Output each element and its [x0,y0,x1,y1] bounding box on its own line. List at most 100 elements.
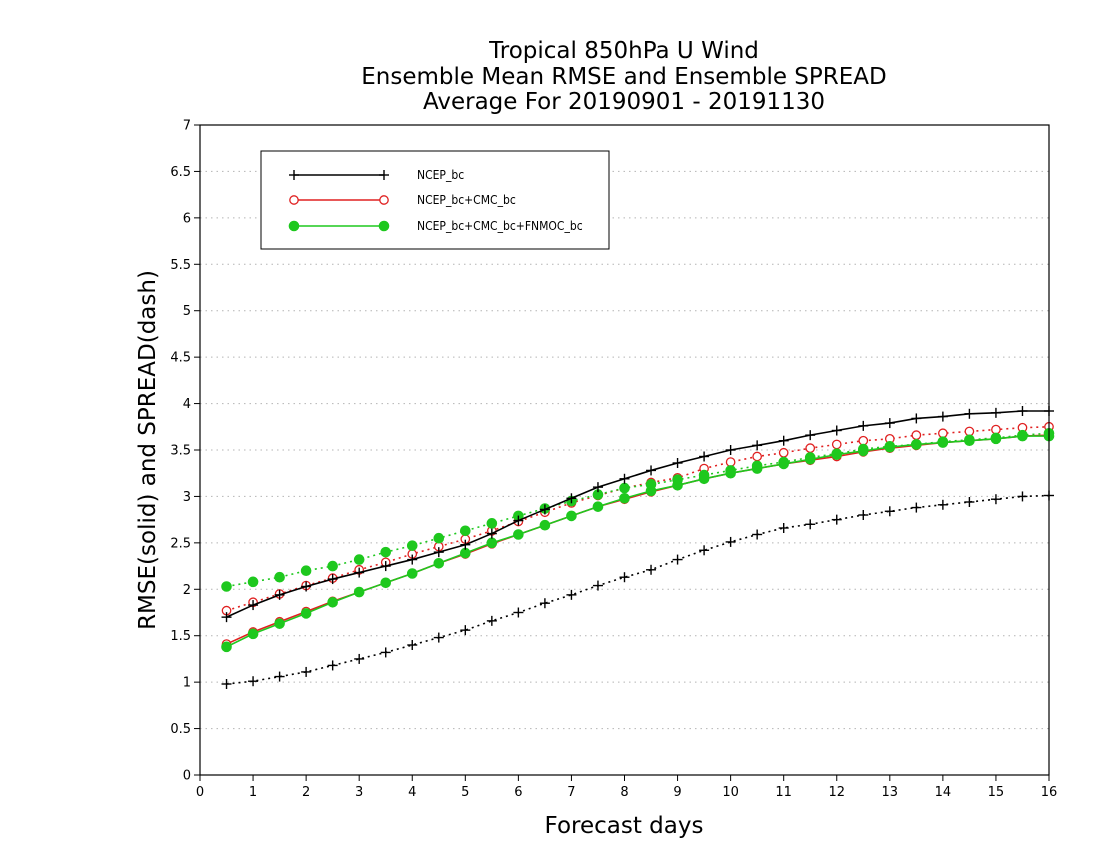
filled-circle-marker [619,482,630,494]
filled-circle-marker [831,449,843,460]
plus-marker [301,581,312,592]
filled-circle-marker [619,492,630,504]
legend-label: NCEP_bc+CMC_bc+FNMOC_bc [417,219,583,233]
open-circle-marker [725,457,736,467]
filled-circle-marker [353,586,365,598]
plus-marker [1017,491,1028,502]
y-tick-label: 3 [183,490,191,505]
filled-circle-marker [964,435,975,447]
filled-circle-marker [327,560,338,572]
series-ncep-bc-cmc-bc-rmse-markers [221,430,1054,649]
filled-circle-marker [327,596,338,608]
plus-marker [884,418,895,429]
filled-circle-marker [433,557,445,569]
plus-marker [619,473,630,484]
open-circle-marker [964,426,975,437]
plus-marker [752,440,763,451]
plus-marker [433,632,444,643]
x-tick-label: 12 [828,785,845,800]
y-tick-label: 2.5 [170,536,191,551]
legend-item: NCEP_bc+CMC_bc+FNMOC_bc [288,219,583,233]
open-circle-marker [379,195,389,205]
plus-marker [289,170,299,180]
y-tick-label: 7 [183,119,191,134]
plus-marker [566,589,577,600]
plus-marker [990,407,1001,418]
x-tick-label: 10 [722,785,739,800]
chart-title-line-1: Tropical 850hPa U Wind [488,38,759,64]
y-tick-label: 1 [183,676,191,691]
plus-marker [513,515,524,526]
plus-marker [248,676,259,687]
chart-title-line-2: Ensemble Mean RMSE and Ensemble SPREAD [361,64,886,90]
series-ncep-bc-rmse-line [226,410,1049,618]
plus-marker [460,539,471,550]
plus-marker [379,170,389,180]
legend-label: NCEP_bc [417,168,464,182]
y-tick-label: 3.5 [170,444,191,459]
open-circle-marker [752,451,763,462]
plus-marker [539,598,550,609]
filled-circle-marker [486,518,498,529]
plus-marker [937,411,948,422]
filled-circle-marker [566,510,577,522]
y-tick-label: 0.5 [170,722,191,737]
plus-marker [778,523,789,533]
chart-title: Tropical 850hPa U Wind Ensemble Mean RMS… [361,38,886,115]
open-circle-marker [991,424,1001,435]
plus-marker [486,615,497,626]
series-ncep-bc-cmc-bc-spread-line [226,425,1050,612]
filled-circle-marker [698,473,710,485]
plus-marker [778,435,789,446]
x-tick-label: 15 [988,785,1005,800]
y-tick-label: 2 [183,583,191,598]
plus-marker [937,499,948,510]
plus-marker [380,561,391,572]
plus-marker [460,625,471,636]
series-ncep-bc-cmc-bc-fnmoc-bc-spread-markers [221,427,1055,592]
y-tick-label: 1.5 [170,629,191,644]
plus-marker [592,580,603,591]
filled-circle-marker [513,529,524,540]
x-tick-label: 3 [355,785,363,800]
x-tick-label: 6 [514,785,522,800]
filled-circle-marker [857,445,869,457]
plus-marker [805,430,816,441]
plus-marker [566,493,577,504]
plus-marker [221,612,232,623]
filled-circle-marker [486,537,498,549]
filled-circle-marker [247,576,259,588]
x-tick-label: 9 [673,785,681,800]
plus-marker [805,519,816,530]
plus-marker [672,458,683,468]
filled-circle-marker [221,641,232,653]
filled-circle-marker [645,485,657,497]
series-ncep-bc-cmc-bc-fnmoc-bc-spread-line [226,432,1050,588]
plus-marker [646,564,657,575]
plus-marker [301,666,312,677]
filled-circle-marker [911,439,922,450]
plus-marker [486,528,497,539]
plus-marker [354,653,365,664]
y-tick-label: 5.5 [170,258,191,273]
plus-marker [699,545,710,556]
x-tick-label: 5 [461,785,469,800]
filled-circle-marker [937,437,949,448]
plus-marker [990,494,1001,505]
filled-circle-marker [274,618,285,629]
filled-circle-marker [380,577,392,589]
open-circle-marker [831,439,842,450]
open-circle-marker [289,195,299,205]
plus-marker [592,482,603,493]
plus-marker [274,671,285,682]
plus-marker [831,514,842,525]
y-tick-label: 6 [183,211,191,226]
y-tick-label: 4 [183,397,191,412]
filled-circle-marker [460,525,471,537]
plus-marker [858,510,869,520]
filled-circle-marker [300,565,312,577]
plus-marker [699,451,710,462]
open-circle-marker [911,430,922,440]
plot-series [221,406,1055,689]
plus-marker [725,445,736,455]
